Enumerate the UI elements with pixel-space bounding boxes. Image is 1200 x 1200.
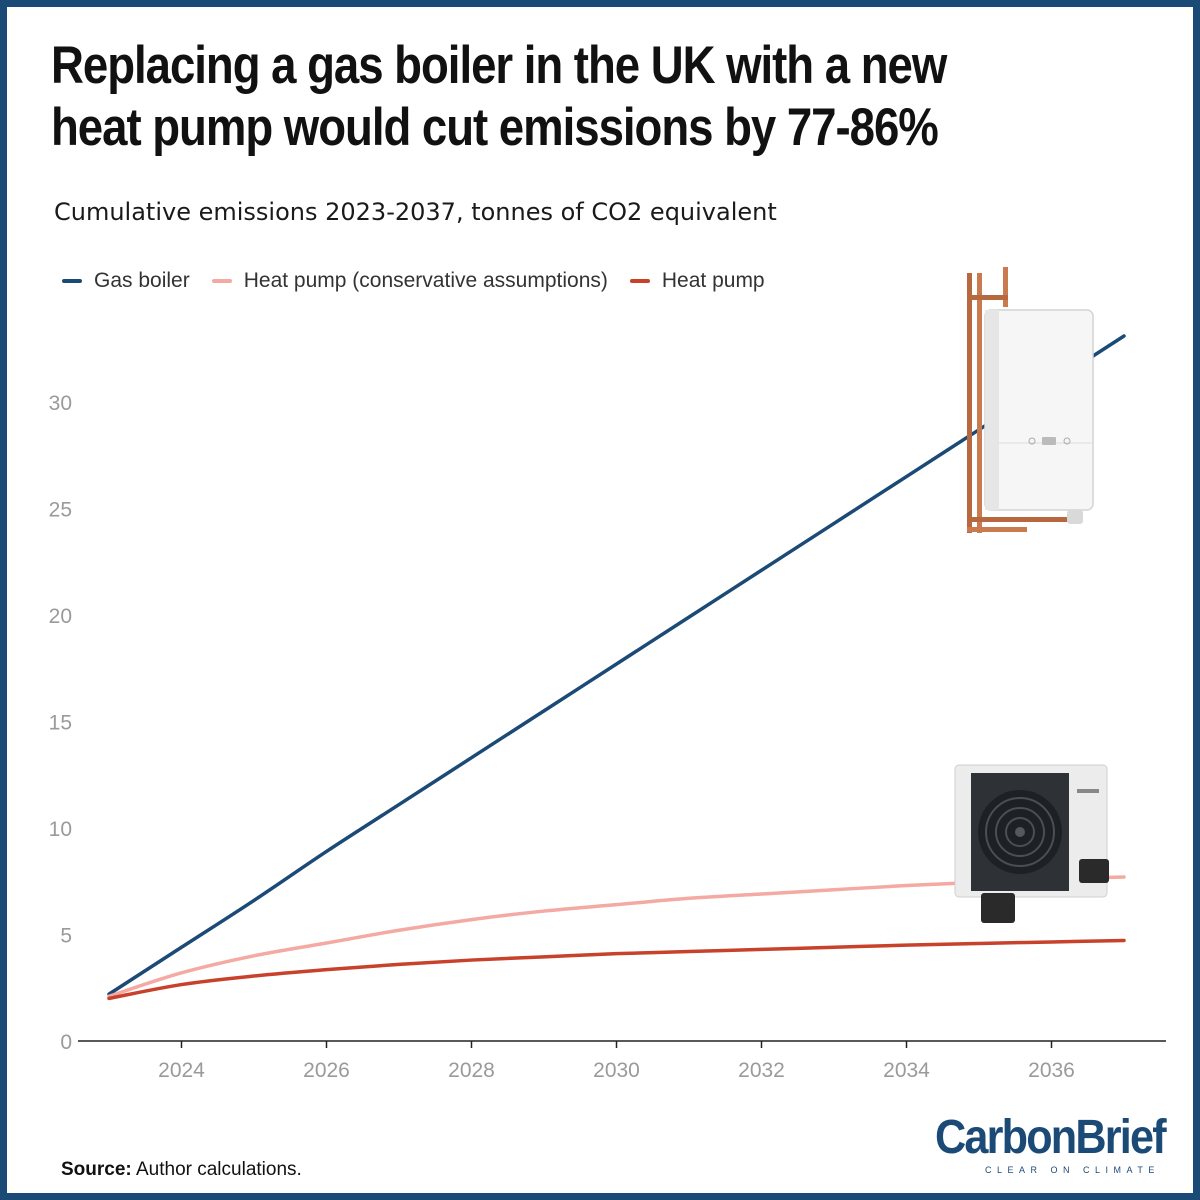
heat-pump-foot <box>1079 859 1109 883</box>
fan-ring <box>985 797 1055 867</box>
boiler-control-knob <box>1063 437 1071 445</box>
y-tick-label: 25 <box>49 499 72 522</box>
copper-pipe <box>967 527 1027 532</box>
heat-pump-foot <box>981 893 1015 923</box>
brand-mark <box>1077 789 1099 793</box>
x-tick-label: 2024 <box>158 1059 205 1082</box>
boiler-side <box>985 310 999 510</box>
copper-pipe <box>1003 267 1008 307</box>
chart-subtitle: Cumulative emissions 2023-2037, tonnes o… <box>54 198 777 226</box>
y-tick-label: 0 <box>60 1031 72 1054</box>
boiler-casing <box>984 309 1094 511</box>
boiler-display <box>1042 437 1056 445</box>
x-tick-label: 2030 <box>593 1059 640 1082</box>
legend-label-heat-pump-conservative: Heat pump (conservative assumptions) <box>243 269 608 292</box>
logo-tagline: CLEAR ON CLIMATE <box>985 1165 1160 1175</box>
line-chart: 2024 2026 2028 2030 2032 2034 2036 0 5 10 15 20 25 30 <box>49 334 1166 1082</box>
x-tick-label: 2026 <box>303 1059 350 1082</box>
legend: Gas boiler Heat pump (conservative assum… <box>62 269 787 293</box>
copper-pipe <box>967 517 1077 522</box>
x-tick-label: 2028 <box>448 1059 495 1082</box>
heat-pump-unit-photo <box>954 764 1109 923</box>
copper-pipe <box>967 273 972 533</box>
copper-pipe <box>977 273 982 533</box>
source-label: Source: <box>61 1159 132 1180</box>
source-text: Author calculations. <box>135 1159 302 1180</box>
chart-title: Replacing a gas boiler in the UK with a … <box>51 36 947 157</box>
x-tick-label: 2034 <box>883 1059 930 1082</box>
source-note: Source: Author calculations. <box>61 1159 302 1181</box>
x-tick-label: 2036 <box>1028 1059 1075 1082</box>
legend-item-heat-pump: Heat pump <box>629 269 765 293</box>
boiler-valve <box>1067 510 1083 524</box>
y-tick-label: 20 <box>49 605 72 628</box>
copper-pipe <box>967 295 1008 300</box>
y-tick-label: 15 <box>49 712 72 735</box>
fan-hub <box>1015 827 1025 837</box>
y-tick-label: 5 <box>60 925 72 948</box>
legend-swatch-heat-pump-conservative <box>211 279 232 283</box>
y-tick-label: 30 <box>49 392 72 415</box>
logo-wordmark: CarbonBrief <box>935 1111 1167 1164</box>
y-tick-label: 10 <box>49 818 72 841</box>
fan-ring <box>995 807 1045 857</box>
legend-swatch-gas-boiler <box>62 279 82 283</box>
gas-boiler-photo <box>967 267 1094 533</box>
fan-ring <box>1005 817 1035 847</box>
carbonbrief-logo: CarbonBrief CLEAR ON CLIMATE <box>935 1111 1167 1176</box>
legend-label-gas-boiler: Gas boiler <box>94 269 190 292</box>
legend-item-heat-pump-conservative: Heat pump (conservative assumptions) <box>211 269 608 293</box>
legend-swatch-heat-pump <box>629 279 650 283</box>
legend-item-gas-boiler: Gas boiler <box>62 269 190 293</box>
series-line-gas-boiler <box>107 334 1126 996</box>
legend-label-heat-pump: Heat pump <box>661 269 765 292</box>
x-tick-label: 2032 <box>738 1059 785 1082</box>
axes: 2024 2026 2028 2030 2032 2034 2036 0 5 10 15 20 25 30 <box>49 392 1166 1082</box>
boiler-control-knob <box>1028 437 1036 445</box>
series-line-heat-pump <box>107 938 1126 1001</box>
